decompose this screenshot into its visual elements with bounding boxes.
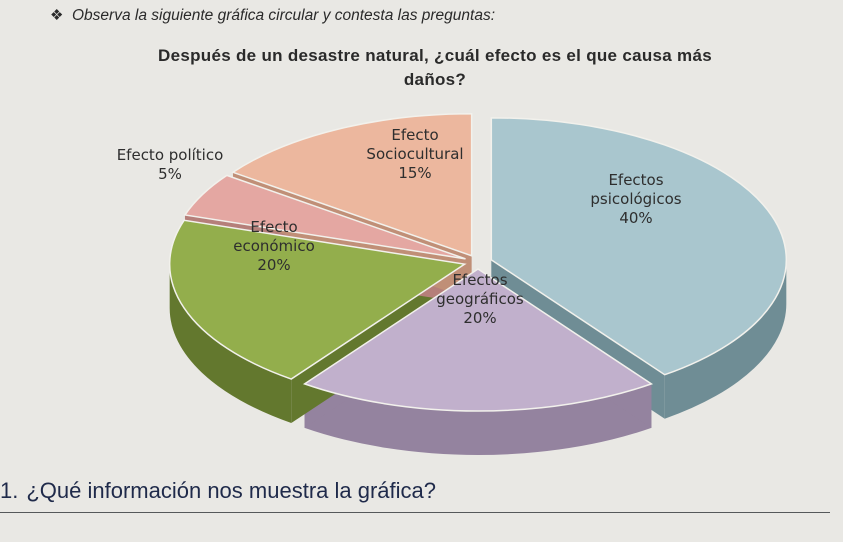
pie-slice-side-0 [664,259,787,419]
pie-labels: Efectos psicológicos 40% Efectos geográficos… [117,126,682,327]
chart-title-line-1: Después de un desastre natural, ¿cuál ef… [158,46,712,65]
chart-title: Después de un desastre natural, ¿cuál ef… [40,44,830,92]
pie-slice-0 [490,117,787,376]
pie-slice-label-4: Efecto Sociocultural 15% [366,126,463,182]
chart-title-line-2: daños? [403,70,467,89]
pie-slice-side-1 [304,383,652,455]
pie-slice-label-2: Efecto económico 20% [233,218,315,274]
pie-slice-1 [302,268,654,412]
pie-slice-side-2 [169,264,292,424]
answer-line[interactable] [0,512,830,513]
question-number: 1. [0,478,19,503]
question-1: 1. ¿Qué información nos muestra la gráfic… [0,478,436,504]
pie-slice-2 [169,219,467,380]
diamond-bullet-icon: ❖ [50,7,64,24]
pie-slice-3 [183,174,466,260]
pie-slice-label-0: Efectos psicológicos 40% [590,171,681,227]
pie-slice-label-1: Efectos geográficos 20% [436,271,524,327]
pie-slice-4 [231,113,473,257]
question-text: ¿Qué información nos muestra la gráfica? [26,478,436,503]
instruction-label: Observa la siguiente gráfica circular y … [72,7,496,24]
pie-slices [169,113,787,412]
instruction-text: ❖ Observa la siguiente gráfica circular y… [50,6,495,25]
pie-slice-label-3: Efecto político 5% [117,146,224,183]
